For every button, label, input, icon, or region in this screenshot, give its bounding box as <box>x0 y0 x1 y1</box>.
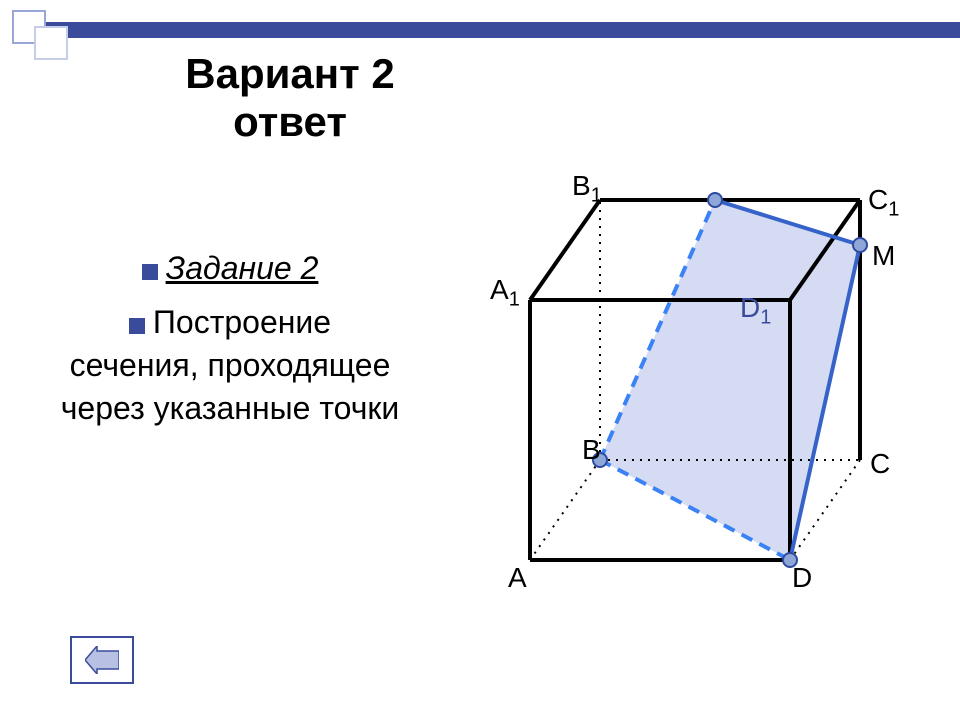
task-label-row: Задание 2 <box>60 250 400 287</box>
header-bar <box>18 22 960 38</box>
task-desc-row: Построение сечения, проходящее через ука… <box>60 301 400 431</box>
vertex-label-D: D <box>792 562 812 594</box>
title-line-2: ответ <box>110 98 470 146</box>
slide-title: Вариант 2 ответ <box>110 50 470 146</box>
vertex-label-B: B <box>582 434 601 466</box>
task-block: Задание 2 Построение сечения, проходящее… <box>60 250 400 445</box>
bullet-icon <box>142 264 158 280</box>
vertex-label-B1: B1 <box>572 170 602 208</box>
title-line-1: Вариант 2 <box>110 50 470 98</box>
nav-prev-button[interactable] <box>70 636 134 684</box>
task-label: Задание 2 <box>166 250 319 286</box>
vertex-label-C1: C1 <box>868 184 899 222</box>
task-description: Построение сечения, проходящее через ука… <box>61 304 400 426</box>
header-square-2 <box>34 26 68 60</box>
vertex-label-A1: A1 <box>490 274 520 312</box>
vertex-label-C: C <box>870 448 890 480</box>
vertex-label-D1: D1 <box>740 292 771 330</box>
bullet-icon <box>129 318 145 334</box>
vertex-label-A: A <box>508 562 527 594</box>
vertex-label-M: M <box>872 240 895 272</box>
arrow-left-icon <box>85 646 119 674</box>
cube-diagram: A D C B A1 D1 C1 B1 M <box>470 160 910 620</box>
